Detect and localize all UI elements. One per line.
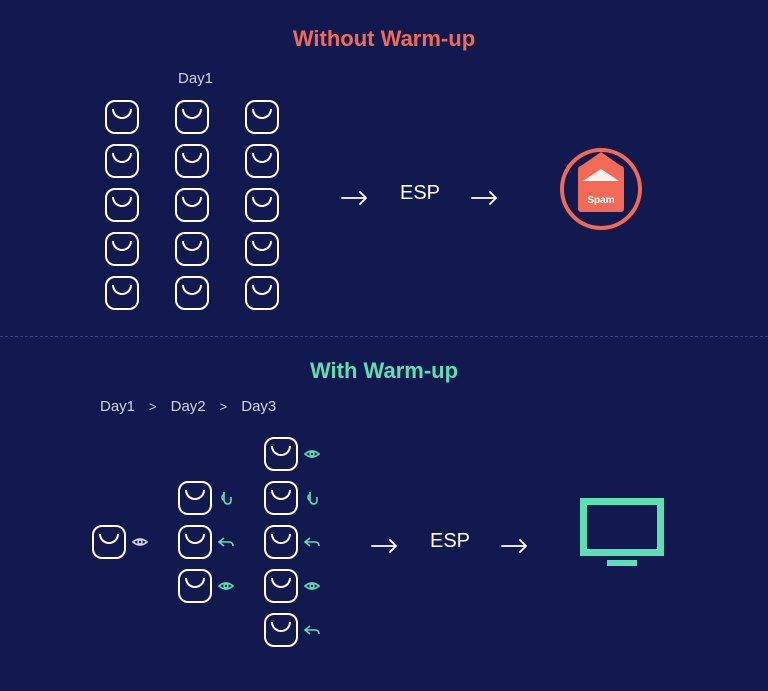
email-icon [175,100,209,134]
email-icon [105,232,139,266]
reply-icon [304,622,320,638]
email-icon [245,100,279,134]
email-ramp [90,432,322,652]
email-icon [105,188,139,222]
title-with: With Warm-up [0,336,768,384]
arrow-icon [340,184,370,215]
esp-label: ESP [400,182,440,205]
day1-label-top: Day1 [178,70,213,87]
arrow-icon [500,532,530,563]
email-icon [175,232,209,266]
section-with-warmup: With Warm-up Day1 > Day2 > Day3 [0,336,768,691]
email-icon [92,525,126,559]
pointer-icon [304,490,320,506]
chevron-icon: > [149,399,157,414]
email-icon [175,188,209,222]
email-icon [178,569,212,603]
email-icon [264,437,298,471]
spam-label: Spam [587,195,614,206]
email-icon [245,188,279,222]
email-icon [245,232,279,266]
title-without: Without Warm-up [0,0,768,52]
email-icon [178,525,212,559]
eye-icon [132,534,148,550]
days-breadcrumb: Day1 > Day2 > Day3 [100,398,276,415]
arrow-icon [470,184,500,215]
spam-circle-icon: Spam [560,148,642,230]
inbox-monitor-icon [580,498,664,568]
eye-icon [304,578,320,594]
email-icon [245,276,279,310]
email-icon [175,276,209,310]
email-icon [178,481,212,515]
reply-icon [218,534,234,550]
email-icon [245,144,279,178]
esp-label: ESP [430,530,470,553]
ramp-col-day1 [90,432,150,652]
email-grid-without [105,100,279,310]
reply-icon [304,534,320,550]
arrow-icon [370,532,400,563]
day-label: Day3 [241,398,276,415]
email-icon [105,276,139,310]
section-without-warmup: Without Warm-up Day1 [0,0,768,336]
eye-icon [304,446,320,462]
email-icon [264,613,298,647]
chevron-icon: > [220,399,228,414]
day-label: Day1 [100,398,135,415]
spam-envelope-icon: Spam [578,166,624,212]
email-icon [264,525,298,559]
ramp-col-day3 [262,432,322,652]
email-icon [264,569,298,603]
ramp-col-day2 [176,432,236,652]
pointer-icon [218,490,234,506]
email-icon [264,481,298,515]
spam-result: Spam [560,148,642,230]
email-icon [105,100,139,134]
email-icon [175,144,209,178]
email-icon [105,144,139,178]
eye-icon [218,578,234,594]
day-label: Day2 [171,398,206,415]
